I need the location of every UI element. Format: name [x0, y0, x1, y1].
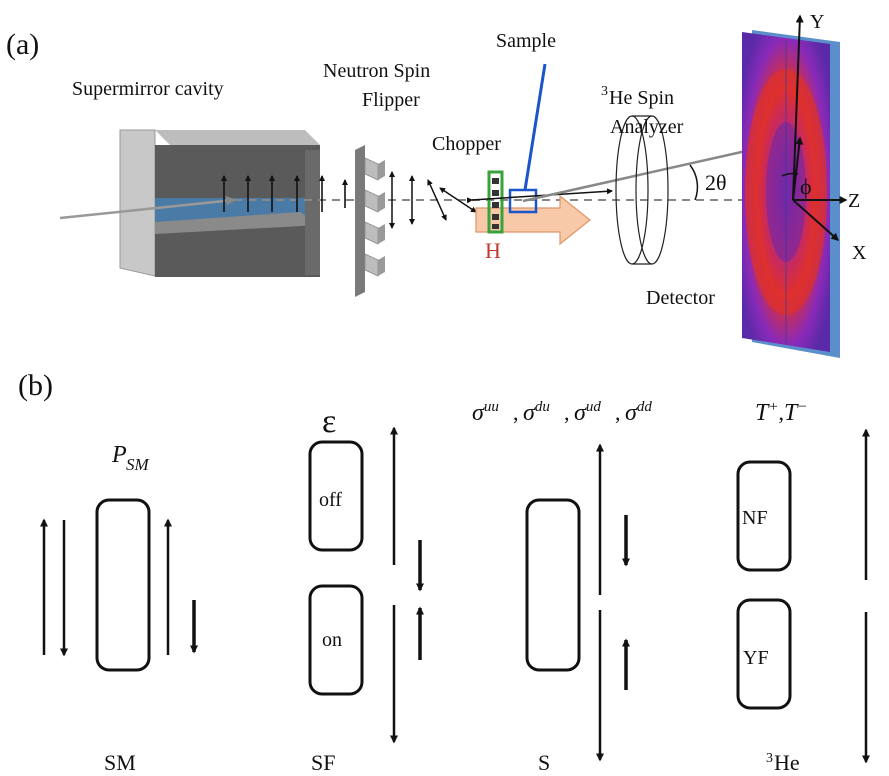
phi-arc: [781, 172, 799, 177]
sigma-dd: σdd: [625, 399, 652, 426]
x-axis-arrow: [792, 199, 840, 241]
flipper-label-line2: Flipper: [362, 89, 420, 111]
s-box: [525, 498, 581, 672]
sigma-uu: σuu: [472, 399, 499, 426]
sigma-comma-2: ,: [564, 400, 570, 425]
epsilon-symbol: ε: [322, 403, 336, 440]
cavity-face: [119, 129, 156, 277]
sf-off-label: off: [319, 489, 342, 511]
psm-symbol: P: [111, 442, 127, 468]
detector-label: Detector: [646, 287, 715, 309]
sm-box: [95, 498, 151, 672]
spin-flipper: [355, 145, 385, 297]
panel-b: (b) P SM SM ε off on SF σuu , σdu , σud …: [18, 369, 870, 775]
analyzer-label-line2: Analyzer: [610, 116, 684, 138]
sigma-ud: σud: [574, 399, 601, 426]
sigma-du: σdu: [523, 399, 550, 426]
sf-off-box: [308, 440, 364, 552]
phi-label: ϕ: [800, 174, 812, 199]
cavity-spin-arrows: [221, 175, 348, 212]
sample-label: Sample: [496, 30, 556, 52]
panel-b-label: (b): [18, 369, 53, 402]
cavity-end: [305, 150, 320, 275]
y-axis-label: Y: [810, 11, 824, 33]
flipper-label-line1: Neutron Spin: [323, 60, 430, 82]
bottom-label-he: He: [774, 750, 800, 775]
panel-a-label: (a): [6, 28, 39, 61]
nf-label: NF: [742, 507, 768, 529]
bottom-label-sm: SM: [104, 750, 136, 775]
cavity-top: [155, 130, 320, 145]
he3-analyzer: [615, 115, 669, 265]
cavity-lower-mirror: [155, 212, 320, 234]
t-plus-minus: T+,T−: [755, 399, 807, 426]
flipper-spin-arrows: [389, 171, 477, 229]
yf-label: YF: [743, 647, 769, 669]
psm-subscript: SM: [126, 455, 150, 474]
supermirror-label: Supermirror cavity: [72, 78, 224, 100]
chopper-label: Chopper: [432, 133, 501, 155]
yf-box: [736, 598, 792, 710]
field-label: H: [485, 238, 501, 263]
scattering-angle-label: 2θ: [705, 170, 727, 195]
detector: [742, 30, 840, 358]
x-axis-label: X: [852, 242, 867, 264]
analyzer-label-line1: He Spin: [609, 87, 674, 109]
supermirror-cavity: [119, 129, 320, 277]
bottom-label-he-superscript: 3: [766, 751, 773, 766]
sf-on-label: on: [322, 629, 342, 651]
nf-box: [736, 460, 792, 572]
sigma-labels: σuu , σdu , σud , σdd: [472, 399, 652, 426]
panel-a: (a) Supermirror cavity: [6, 11, 867, 358]
phi-vector: [792, 136, 804, 201]
sigma-comma-1: ,: [513, 400, 519, 425]
bottom-label-sf: SF: [311, 750, 335, 775]
incident-beam: [59, 195, 236, 220]
analyzer-superscript: 3: [601, 84, 608, 99]
sample-stick: [523, 63, 547, 191]
z-axis-label: Z: [848, 190, 860, 212]
y-axis-arrow: [792, 14, 804, 201]
sf-on-box: [308, 584, 364, 696]
scattering-angle-arc: [689, 164, 699, 201]
bottom-label-s: S: [538, 750, 550, 775]
sigma-comma-3: ,: [615, 400, 621, 425]
